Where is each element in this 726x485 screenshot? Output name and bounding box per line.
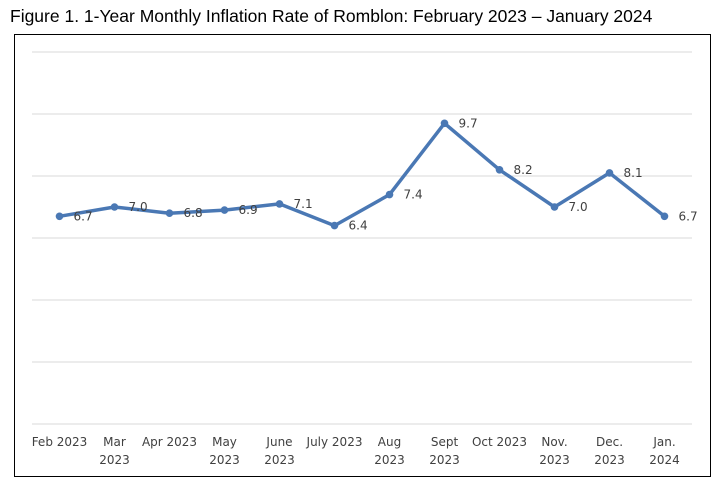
x-tick-label: June 2023 (264, 435, 295, 467)
x-tick-label: July 2023 (306, 435, 363, 449)
series-line-path (57, 121, 667, 228)
data-point (275, 200, 284, 208)
data-point (550, 203, 559, 211)
data-label: 7.0 (129, 200, 148, 214)
data-point (440, 119, 449, 128)
x-tick-label: Oct 2023 (472, 435, 527, 449)
data-point (165, 209, 174, 217)
x-tick-label: May 2023 (209, 435, 240, 467)
series-line (57, 121, 667, 228)
data-point (660, 212, 669, 221)
data-label: 8.2 (514, 163, 533, 177)
data-label: 7.1 (294, 197, 313, 211)
data-label: 9.7 (459, 116, 478, 130)
data-label: 6.9 (239, 203, 258, 217)
data-label: 6.7 (679, 209, 698, 223)
data-point (330, 221, 339, 230)
data-label: 7.4 (404, 188, 423, 202)
data-label: 6.8 (184, 206, 203, 220)
data-point (605, 169, 614, 177)
chart-frame (14, 34, 711, 477)
x-tick-label: Feb 2023 (32, 435, 88, 449)
data-label: 6.4 (349, 219, 368, 233)
data-point (220, 206, 229, 214)
data-label: 6.7 (74, 209, 93, 223)
data-point (495, 166, 504, 174)
gridlines (32, 51, 692, 425)
x-tick-label: Jan. 2024 (649, 435, 680, 467)
x-tick-label: Dec. 2023 (594, 435, 625, 467)
data-point (110, 203, 119, 211)
figure-title: Figure 1. 1-Year Monthly Inflation Rate … (10, 6, 653, 26)
x-tick-label: Aug 2023 (374, 435, 405, 467)
data-point (55, 212, 64, 221)
data-point (385, 190, 394, 199)
data-label: 8.1 (624, 166, 643, 180)
x-tick-label: Mar 2023 (99, 435, 130, 467)
x-tick-label: Apr 2023 (142, 435, 197, 449)
x-axis-ticks: Feb 2023 Mar 2023 Apr 2023 May 2023 June 2023 Ju… (32, 435, 680, 467)
data-labels: 6.7 7.0 6.8 6.9 7.1 6.4 7.4 9.7 8.2 7.0 8.1 6.7 (74, 116, 698, 232)
x-tick-label: Sept 2023 (429, 435, 460, 467)
data-points (55, 119, 669, 230)
data-label: 7.0 (569, 200, 588, 214)
x-tick-label: Nov. 2023 (539, 435, 570, 467)
